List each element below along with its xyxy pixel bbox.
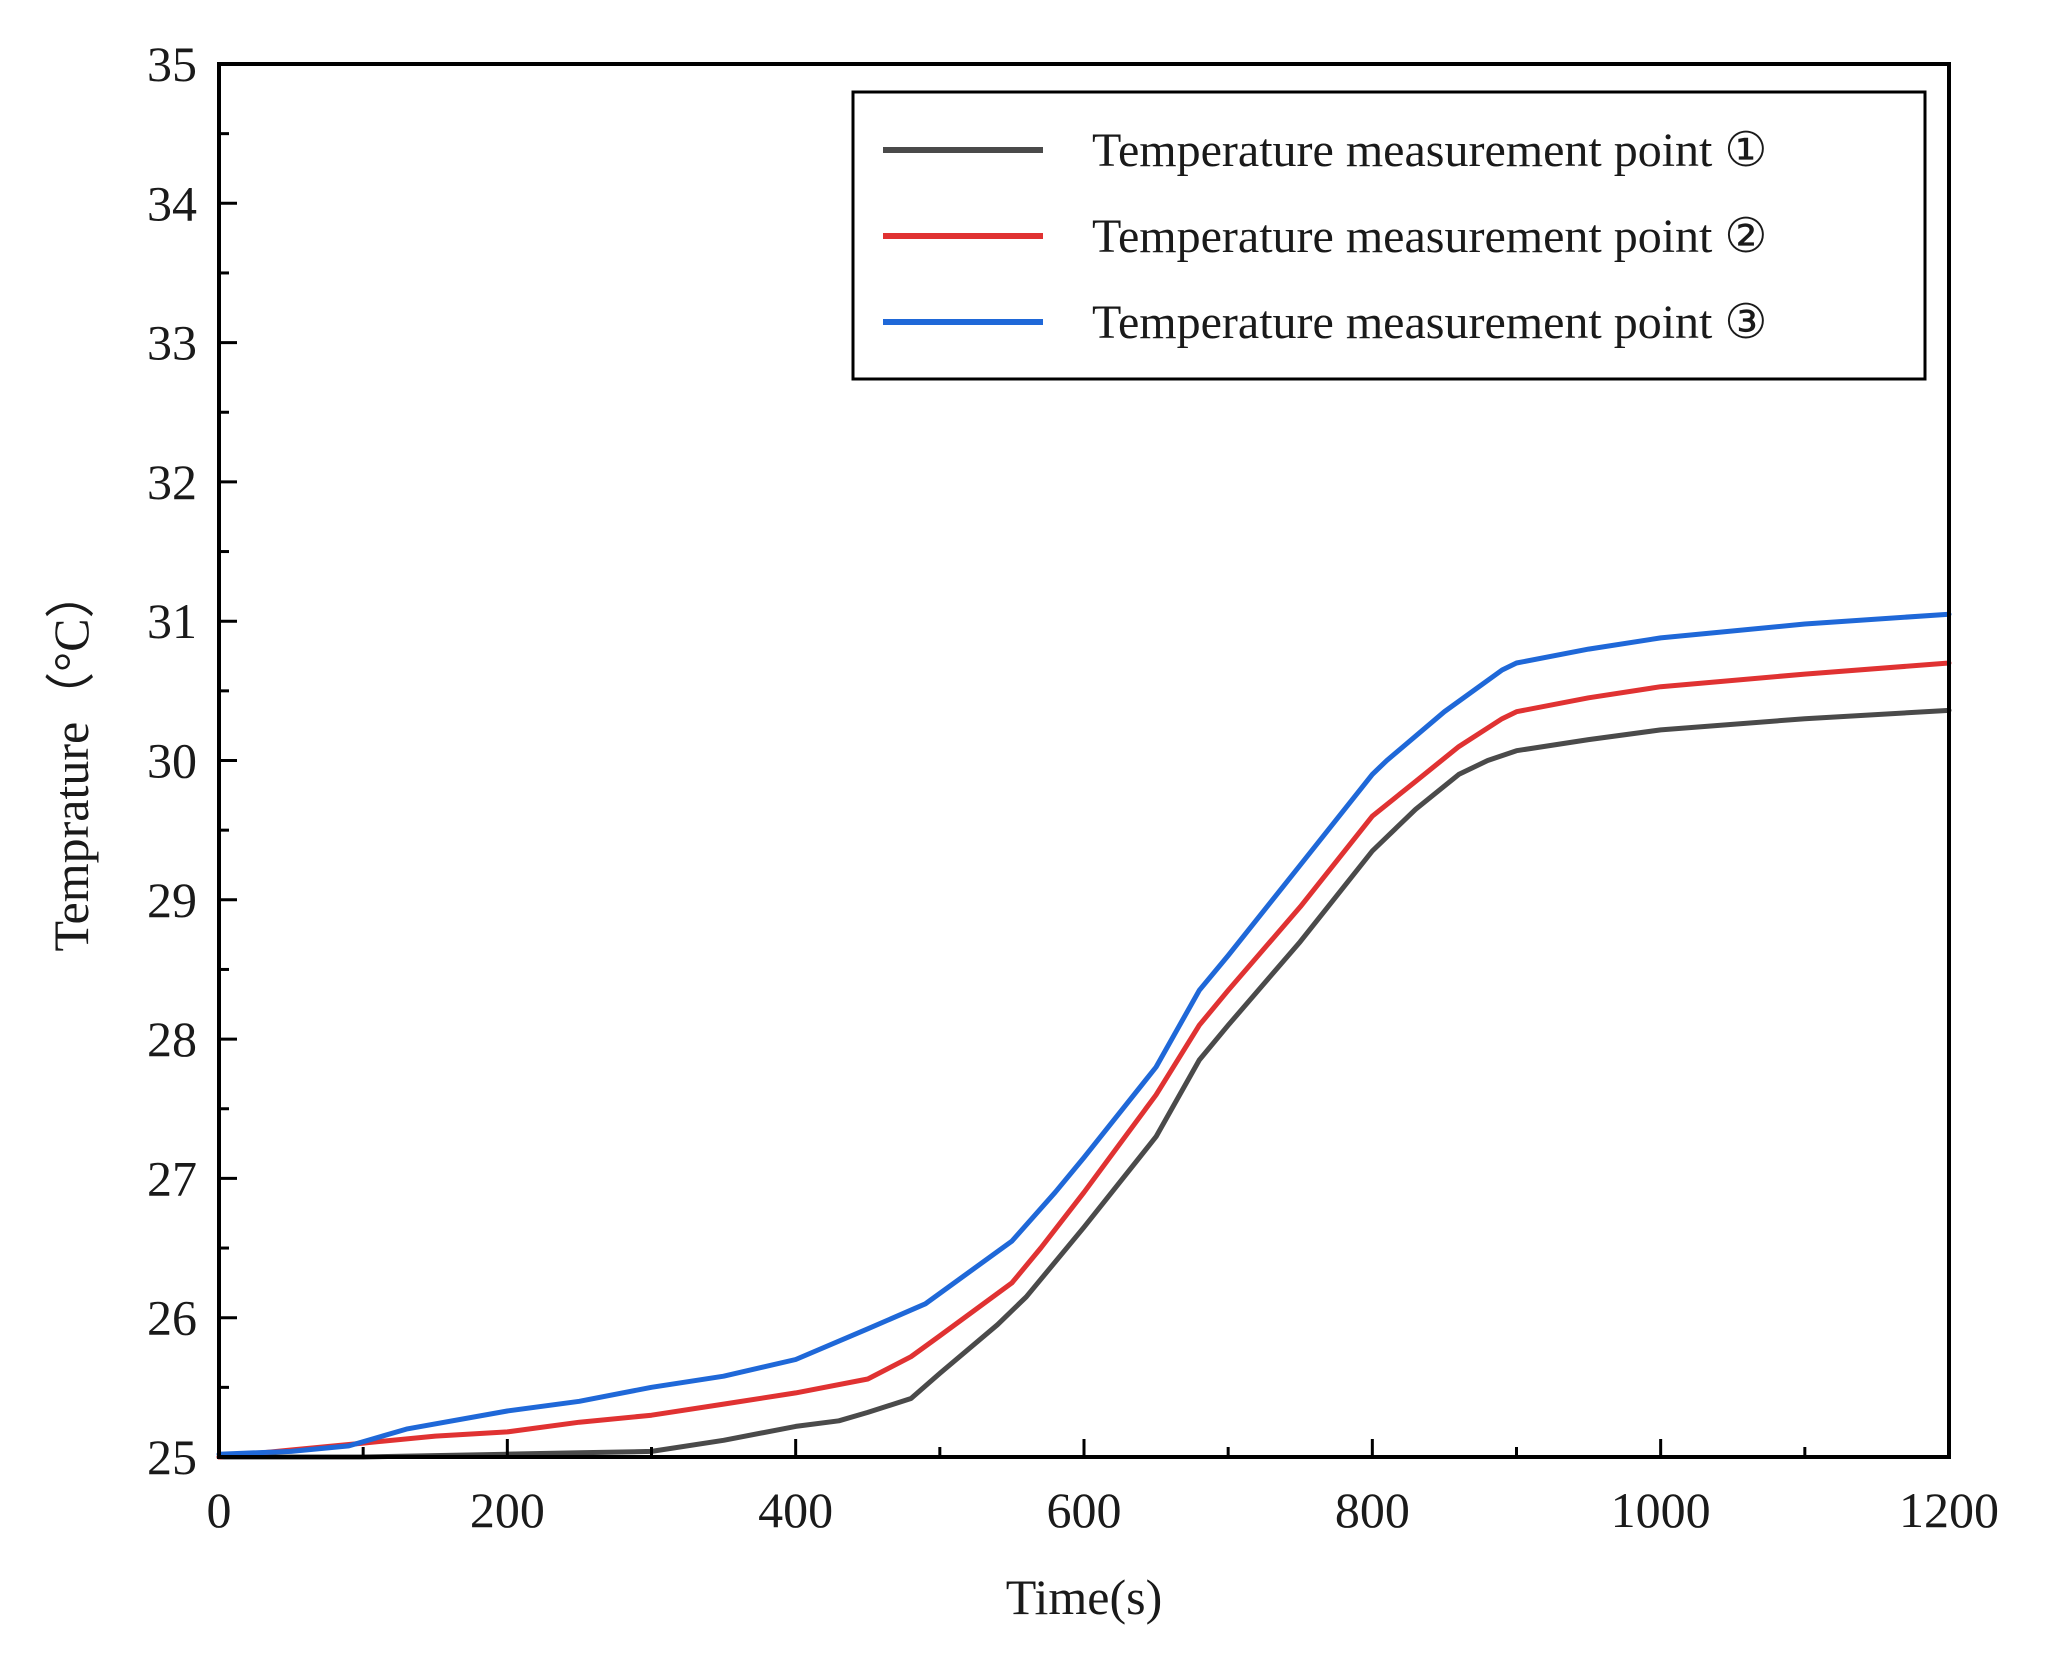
plot-lines [216,611,1952,1460]
y-tick-label: 29 [147,872,197,928]
legend: Temperature measurement point ① Temperatu… [851,90,1927,381]
y-tick-label: 31 [147,593,197,649]
x-tick-label: 400 [758,1482,833,1538]
x-tick-label: 1000 [1611,1482,1711,1538]
x-axis: 0 200 400 600 800 1000 1200 [207,1439,1999,1538]
y-tick-label: 33 [147,315,197,371]
series-line-3 [216,611,1952,1457]
x-axis-title: Time(s) [1006,1569,1163,1625]
x-tick-label: 200 [470,1482,545,1538]
series-line-1 [216,707,1952,1460]
legend-label-1: Temperature measurement point ① [1092,124,1767,177]
legend-label-2: Temperature measurement point ② [1092,210,1767,263]
y-tick-label: 35 [147,36,197,92]
y-tick-label: 30 [147,733,197,789]
x-tick-label: 800 [1335,1482,1410,1538]
series-line-2 [216,660,1952,1460]
y-tick-label: 28 [147,1011,197,1067]
y-tick-label: 26 [147,1290,197,1346]
y-tick-label: 34 [147,175,197,231]
x-tick-label: 600 [1047,1482,1122,1538]
y-tick-label: 25 [147,1429,197,1485]
x-tick-label: 1200 [1899,1482,1999,1538]
y-axis: 25 26 27 28 29 30 31 32 33 34 35 [147,36,237,1485]
y-axis-title: Temprature（°C） [43,568,99,951]
y-tick-label: 27 [147,1150,197,1206]
legend-label-3: Temperature measurement point ③ [1092,296,1767,349]
y-tick-label: 32 [147,454,197,510]
x-tick-label: 0 [207,1482,232,1538]
